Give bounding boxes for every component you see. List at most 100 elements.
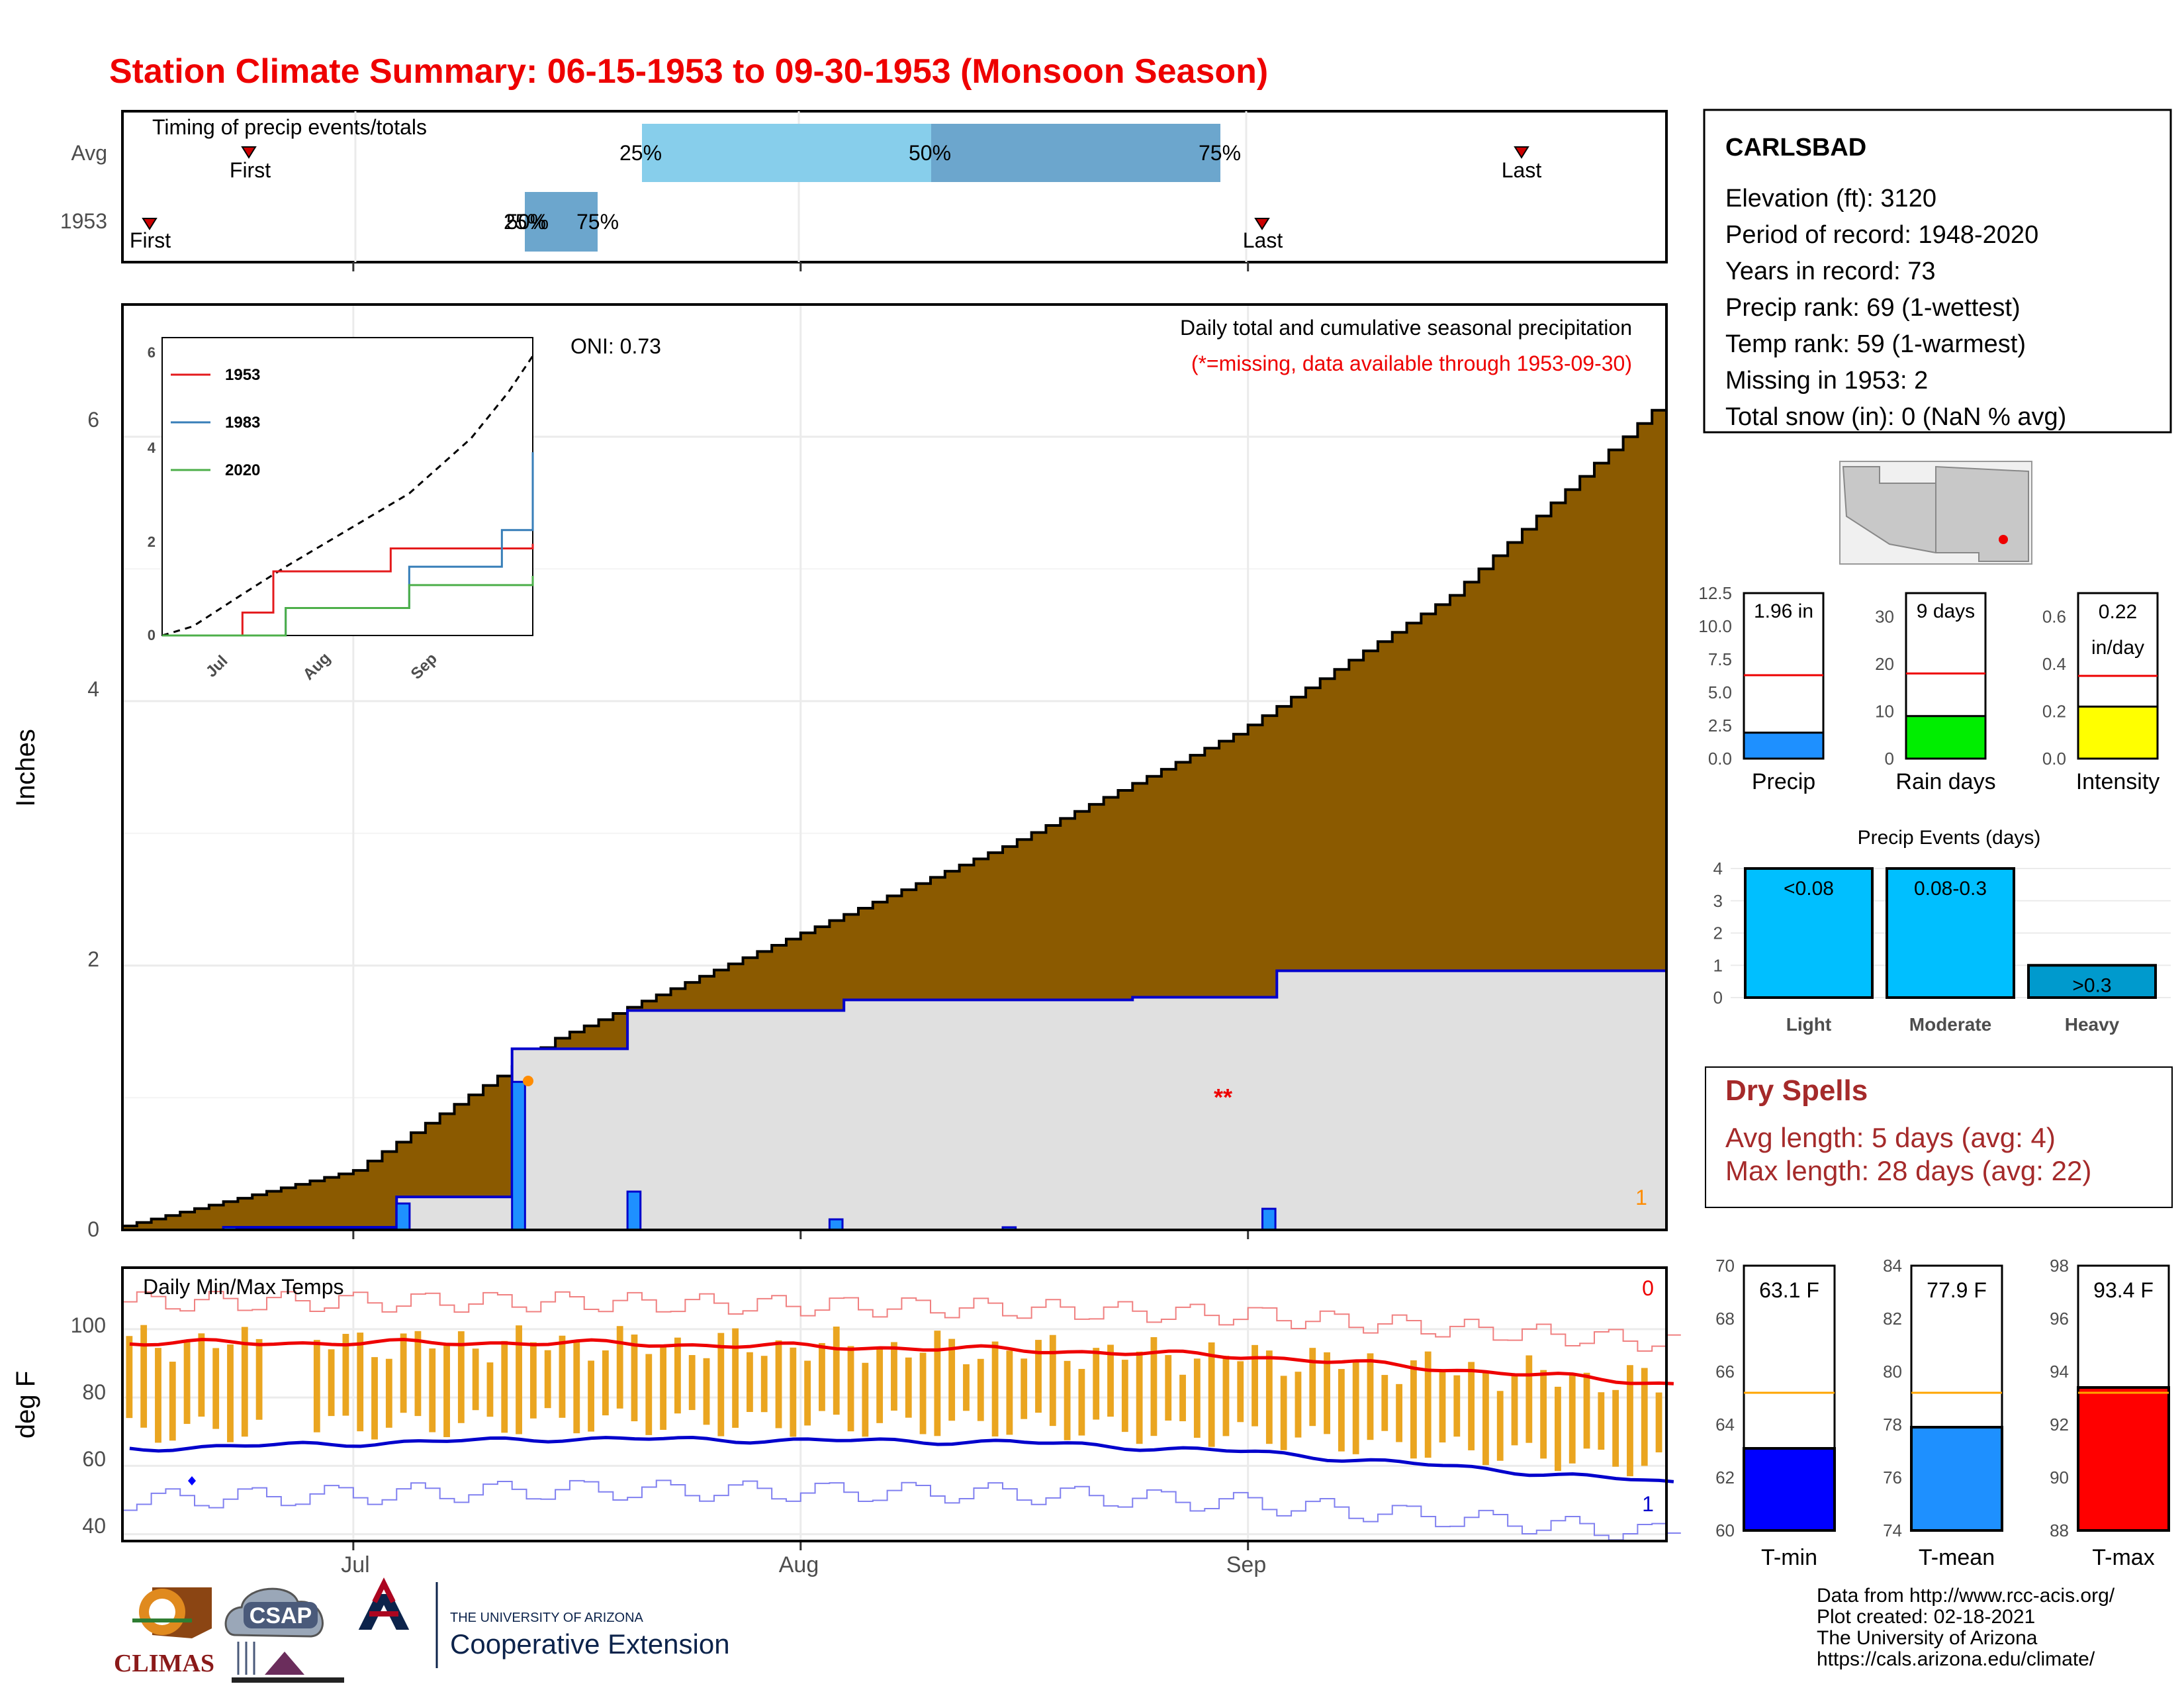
temp-bar-86 — [1367, 1353, 1374, 1440]
record-min-line — [122, 1479, 1681, 1541]
events-tick-2: 2 — [1713, 923, 1723, 943]
temp-summary-tick-2-1: 90 — [2050, 1468, 2069, 1487]
temp-bar-37 — [660, 1345, 667, 1430]
inset-ytick-4: 4 — [148, 440, 156, 456]
temps-ytick-60: 60 — [82, 1447, 106, 1471]
temp-bar-21 — [429, 1348, 436, 1432]
avg-first-label: First — [230, 158, 271, 182]
dry-spells-avg: Avg length: 5 days (avg: 4) — [1725, 1122, 2056, 1153]
csap-wordmark: CSAP — [250, 1603, 312, 1628]
temp-bar-1 — [140, 1325, 148, 1428]
temp-summary-bars: 60 62 64 66 68 70 63.1 F T-min 74 76 78 80 82 84 77.9 … — [1715, 1256, 2170, 1570]
legend-label-1983: 1983 — [225, 414, 260, 432]
temp-bar-42 — [732, 1328, 739, 1428]
events-category-1: Moderate — [1909, 1014, 1991, 1035]
daily-precip-bar-4 — [828, 1218, 844, 1231]
mini-bar-tick-1-2: 20 — [1875, 654, 1894, 674]
station-precip-rank: Precip rank: 69 (1-wettest) — [1725, 294, 2021, 322]
temp-bar-46 — [790, 1347, 797, 1437]
temp-summary-tick-1-1: 76 — [1883, 1468, 1902, 1487]
temp-bar-35 — [631, 1335, 638, 1422]
events-chart: 0 1 2 3 4 <0.08 Light 0.08-0.3 Moderate >0.3 Heavy — [1713, 859, 2171, 1035]
season-totals-bars: 0.0 2.5 5.0 7.5 10.0 12.5 1.96 in Precip 0 10 20 30… — [1698, 583, 2160, 794]
temp-bar-29 — [544, 1350, 551, 1409]
temp-bar-14 — [328, 1349, 335, 1417]
daily-precip-bars — [222, 1080, 1277, 1231]
mini-bar-fill-1 — [1905, 715, 1987, 760]
temp-bar-85 — [1352, 1360, 1359, 1454]
temp-bar-63 — [1035, 1340, 1042, 1413]
mini-bar-2: 0.0 0.2 0.4 0.6 0.22 in/day Intensity — [2042, 592, 2160, 794]
ua-wordmark-top: THE UNIVERSITY OF ARIZONA — [450, 1611, 644, 1625]
avg-last-marker — [1514, 146, 1529, 159]
legend-label-2020: 2020 — [225, 461, 260, 479]
temp-bar-89 — [1410, 1360, 1417, 1459]
events-tick-3: 3 — [1713, 891, 1723, 911]
y1953-cumulative-area — [122, 969, 1668, 1231]
events-bar-heavy — [2027, 964, 2157, 999]
temp-summary-value-2: 93.4 F — [2093, 1278, 2154, 1302]
precip-ytick-4: 4 — [87, 677, 99, 701]
mini-bar-tick-0-1: 2.5 — [1708, 716, 1732, 735]
ua-wordmark-bottom: Cooperative Extension — [450, 1628, 730, 1660]
temp-bar-97 — [1525, 1355, 1533, 1443]
y1953-last-marker — [1254, 218, 1270, 230]
legend-label-1953: 1953 — [225, 366, 260, 384]
temp-bar-80 — [1280, 1376, 1287, 1450]
temp-summary-fill-0 — [1743, 1447, 1836, 1532]
temp-bar-84 — [1338, 1369, 1345, 1452]
temp-bar-61 — [1006, 1350, 1013, 1435]
temp-bar-39 — [688, 1355, 696, 1411]
footer: CLIMAS CSAP THE UNIVERSITY OF ARIZONA Co… — [114, 1577, 2115, 1683]
temp-bar-50 — [847, 1346, 854, 1432]
mini-bar-tick-0-3: 7.5 — [1708, 649, 1732, 669]
station-temp-rank: Temp rank: 59 (1-warmest) — [1725, 330, 2026, 358]
temp-bar-71 — [1150, 1336, 1158, 1436]
temp-bar-43 — [747, 1352, 753, 1413]
temps-ytick-80: 80 — [82, 1380, 106, 1404]
temp-bar-8 — [241, 1327, 248, 1437]
temp-bar-22 — [443, 1342, 450, 1438]
precip-panel: Daily total and cumulative seasonal prec… — [11, 262, 1668, 1241]
temp-bar-53 — [891, 1342, 897, 1411]
temp-bar-25 — [486, 1362, 494, 1417]
temp-bar-23 — [457, 1331, 465, 1423]
temp-bar-5 — [198, 1333, 205, 1417]
temp-bar-0 — [126, 1336, 133, 1419]
temp-summary-label-1: T-mean — [1919, 1545, 1995, 1570]
mini-bar-fill-2 — [2077, 705, 2159, 760]
temp-bar-77 — [1237, 1361, 1244, 1423]
temp-bar-18 — [385, 1358, 392, 1428]
footer-line-3: The University of Arizona — [1817, 1627, 2038, 1649]
temps-count-top: 0 — [1642, 1276, 1654, 1300]
temp-bar-78 — [1251, 1344, 1258, 1427]
footer-line-4: https://cals.arizona.edu/climate/ — [1817, 1648, 2095, 1670]
events-bar-label-2: >0.3 — [2072, 974, 2111, 996]
temp-bar-31 — [573, 1340, 580, 1434]
mini-bar-value-2: 0.22 — [2099, 601, 2137, 623]
temp-summary-label-0: T-min — [1761, 1545, 1817, 1570]
daily-precip-bar-2 — [511, 1080, 526, 1231]
missing-marks: ** — [1214, 1084, 1232, 1111]
temp-bar-70 — [1136, 1351, 1143, 1444]
temp-bar-103 — [1612, 1389, 1619, 1467]
temp-bar-34 — [616, 1326, 623, 1409]
temp-bar-13 — [313, 1340, 320, 1432]
temps-xtick-sep: Sep — [1226, 1552, 1267, 1577]
y1953-q75-label: 75% — [576, 210, 619, 234]
inset-ytick-0: 0 — [148, 627, 156, 643]
mini-bar-value-0: 1.96 in — [1754, 600, 1813, 622]
temp-summary-label-2: T-max — [2092, 1545, 2154, 1570]
temp-summary-tick-1-4: 82 — [1883, 1309, 1902, 1329]
temp-bar-27 — [516, 1325, 522, 1434]
temp-summary-value-1: 77.9 F — [1927, 1278, 1987, 1302]
inset-normal-line — [161, 355, 534, 637]
temp-bar-51 — [862, 1362, 869, 1437]
temps-panel: Daily Min/Max Temps 0 1 40 60 80 100 deg… — [11, 1266, 1681, 1577]
station-info: CARLSBAD Elevation (ft): 3120 Period of … — [1703, 109, 2172, 434]
events-bar-moderate — [1886, 867, 2015, 999]
mini-bar-tick-1-0: 0 — [1885, 749, 1894, 769]
mini-bar-tick-2-1: 0.2 — [2042, 702, 2066, 722]
station-years: Years in record: 73 — [1725, 258, 1936, 285]
avg-last-label: Last — [1502, 158, 1542, 182]
